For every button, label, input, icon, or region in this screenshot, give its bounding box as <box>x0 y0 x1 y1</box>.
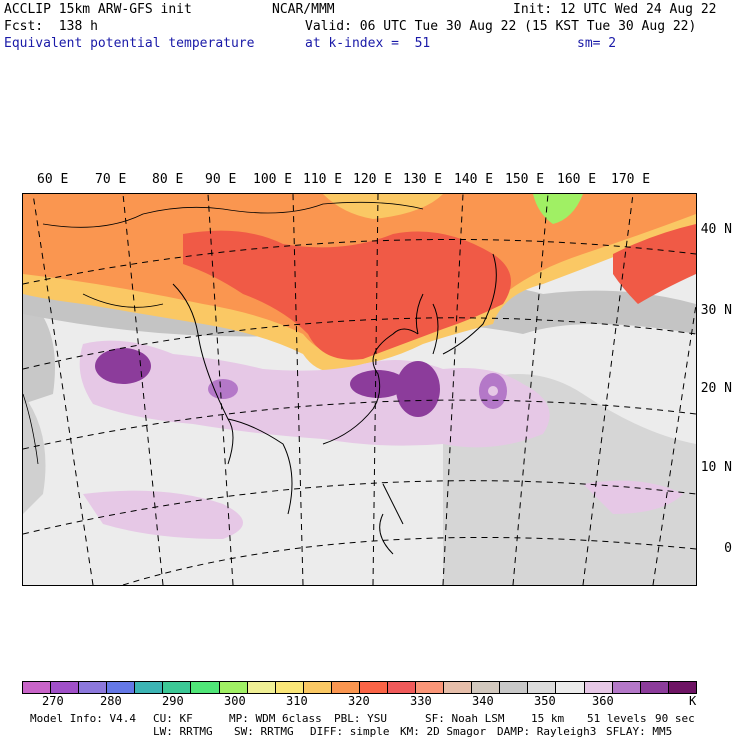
footer-item: KM: 2D Smagor <box>400 725 487 738</box>
ocean-region <box>23 394 46 514</box>
colorbar-swatch <box>584 682 613 693</box>
colorbar-swatch <box>612 682 641 693</box>
footer-item: CU: KF <box>153 712 193 725</box>
level-label: at k-index = 51 <box>305 36 431 51</box>
moist-region <box>583 480 683 514</box>
lon-label: 150 E <box>505 172 545 187</box>
red-band <box>183 230 511 360</box>
lat-label: 10 N <box>700 460 732 475</box>
colorbar-swatch <box>668 682 696 693</box>
lat-label: 40 N <box>700 222 732 237</box>
lon-label: 110 E <box>303 172 343 187</box>
init-time: Init: 12 UTC Wed 24 Aug 22 <box>513 2 717 17</box>
lat-label: 0 <box>724 541 732 556</box>
land-region <box>23 294 55 404</box>
footer-item: 51 levels <box>587 712 647 725</box>
high-theta-e-core <box>350 370 406 398</box>
footer-item: 15 km <box>531 712 565 725</box>
field-name: Equivalent potential temperature <box>4 36 255 51</box>
map-svg <box>23 194 696 585</box>
valid-time: Valid: 06 UTC Tue 30 Aug 22 (15 KST Tue … <box>305 19 697 34</box>
colorbar-tick: 290 <box>162 694 184 708</box>
lon-label: 140 E <box>454 172 494 187</box>
colorbar-tick: 340 <box>472 694 494 708</box>
colorbar-swatch <box>556 682 585 693</box>
colorbar-swatch <box>444 682 473 693</box>
footer-item: MP: WDM 6class <box>229 712 322 725</box>
smoothing-label: sm= 2 <box>577 36 617 51</box>
moist-region <box>79 340 550 448</box>
colorbar-tick: 270 <box>42 694 64 708</box>
footer-item: SW: RRTMG <box>234 725 294 738</box>
yellow-patch <box>323 194 443 219</box>
high-theta-e-core <box>208 379 238 399</box>
lon-label: 80 E <box>152 172 184 187</box>
colorbar-tick: 300 <box>224 694 246 708</box>
colorbar-swatch <box>107 682 136 693</box>
colorbar-swatch <box>331 682 360 693</box>
colorbar <box>22 681 697 694</box>
footer-item: DAMP: Rayleigh3 <box>497 725 597 738</box>
lon-label: 70 E <box>95 172 127 187</box>
lon-label: 100 E <box>253 172 293 187</box>
footer-item: SF: Noah LSM <box>425 712 505 725</box>
footer-item: PBL: YSU <box>334 712 387 725</box>
colorbar-swatch <box>51 682 80 693</box>
footer-item: Model Info: V4.4 <box>30 712 136 725</box>
orange-band <box>23 194 213 227</box>
footer-item: SFLAY: MM5 <box>606 725 673 738</box>
red-band <box>613 224 696 304</box>
forecast-hour: Fcst: 138 h <box>4 19 98 34</box>
lon-label: 160 E <box>557 172 597 187</box>
colorbar-swatch <box>640 682 669 693</box>
lon-label: 120 E <box>353 172 393 187</box>
lat-label: 20 N <box>700 381 732 396</box>
coastline <box>172 253 497 555</box>
colorbar-swatch <box>275 682 304 693</box>
lon-label: 130 E <box>403 172 443 187</box>
footer-item: LW: RRTMG <box>153 725 213 738</box>
colorbar-tick: 330 <box>410 694 432 708</box>
footer-item: DIFF: simple <box>310 725 390 738</box>
colorbar-swatch <box>23 682 52 693</box>
colorbar-swatch <box>163 682 192 693</box>
footer-item: 90 sec <box>655 712 695 725</box>
lon-label: 170 E <box>611 172 651 187</box>
colorbar-swatch <box>135 682 164 693</box>
colorbar-tick: 320 <box>348 694 370 708</box>
colorbar-swatch <box>359 682 389 693</box>
colorbar-tick: 360 <box>592 694 614 708</box>
lon-label: 60 E <box>37 172 69 187</box>
colorbar-swatch <box>219 682 248 693</box>
green-patch <box>533 194 583 224</box>
typhoon-core <box>396 361 440 417</box>
high-theta-e-core <box>95 348 151 384</box>
moist-region <box>83 490 243 539</box>
graticule <box>23 194 696 585</box>
colorbar-swatch <box>500 682 529 693</box>
colorbar-unit: K <box>689 694 697 708</box>
country-borders <box>23 201 424 465</box>
model-title: ACCLIP 15km ARW-GFS init <box>4 2 192 17</box>
colorbar-swatch <box>472 682 501 693</box>
colorbar-swatch <box>79 682 108 693</box>
colorbar-swatch <box>388 682 417 693</box>
colorbar-tick: 280 <box>100 694 122 708</box>
colorbar-swatch <box>416 682 445 693</box>
theta-e-map <box>22 193 697 586</box>
org-label: NCAR/MMM <box>272 2 335 17</box>
colorbar-swatch <box>247 682 276 693</box>
colorbar-swatch <box>303 682 332 693</box>
colorbar-swatch <box>528 682 557 693</box>
lon-label: 90 E <box>205 172 237 187</box>
colorbar-tick: 310 <box>286 694 308 708</box>
cyclone-eye <box>488 386 498 396</box>
colorbar-swatch <box>191 682 220 693</box>
colorbar-tick: 350 <box>534 694 556 708</box>
lat-label: 30 N <box>700 303 732 318</box>
